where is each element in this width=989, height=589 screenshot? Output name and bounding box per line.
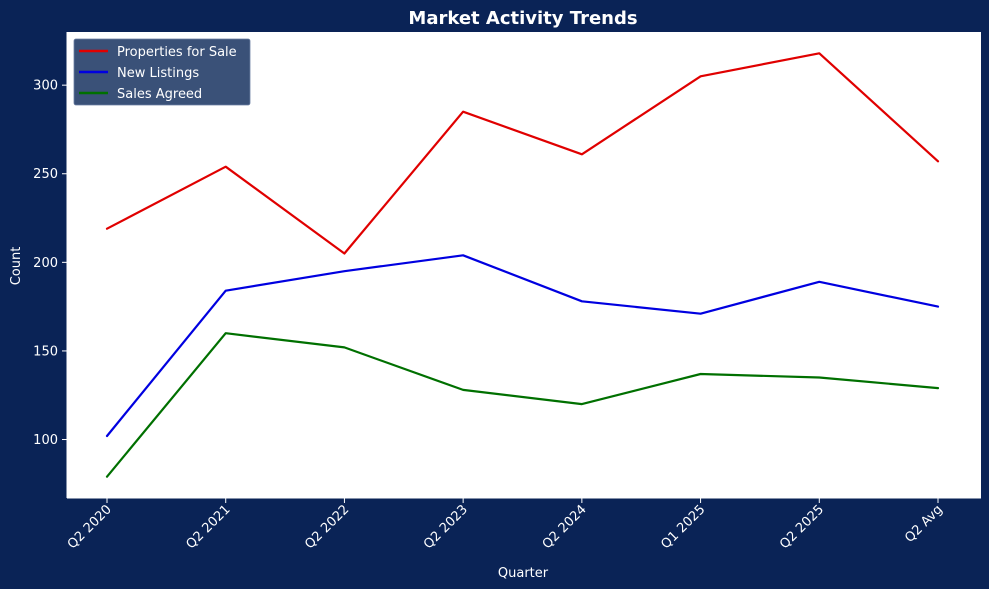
- series-line-new-listings: [105, 254, 940, 438]
- y-tick-label: 100: [33, 433, 58, 448]
- y-tick-label: 250: [33, 167, 58, 182]
- legend-label: Properties for Sale: [117, 45, 237, 60]
- series-lines: [105, 52, 940, 478]
- legend-label: New Listings: [117, 66, 199, 81]
- y-axis: 100 150 200 250 300: [33, 32, 68, 498]
- chart-title: Market Activity Trends: [408, 8, 637, 29]
- legend-box: [73, 38, 251, 106]
- y-tick-label: 300: [33, 79, 58, 94]
- y-tick-label: 150: [33, 344, 58, 359]
- series-line-properties-for-sale: [105, 52, 940, 255]
- series-line-sales-agreed: [105, 332, 940, 478]
- plot-area: [67, 32, 981, 498]
- y-axis-label: Count: [9, 247, 24, 286]
- legend-label: Sales Agreed: [117, 87, 202, 102]
- legend: Properties for Sale New Listings Sales Agr…: [73, 38, 251, 106]
- x-axis-label: Quarter: [498, 566, 549, 581]
- y-tick-label: 200: [33, 256, 58, 271]
